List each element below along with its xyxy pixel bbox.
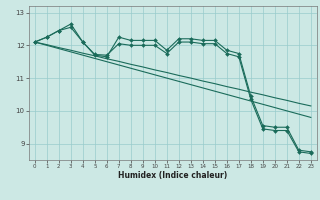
X-axis label: Humidex (Indice chaleur): Humidex (Indice chaleur) — [118, 171, 228, 180]
